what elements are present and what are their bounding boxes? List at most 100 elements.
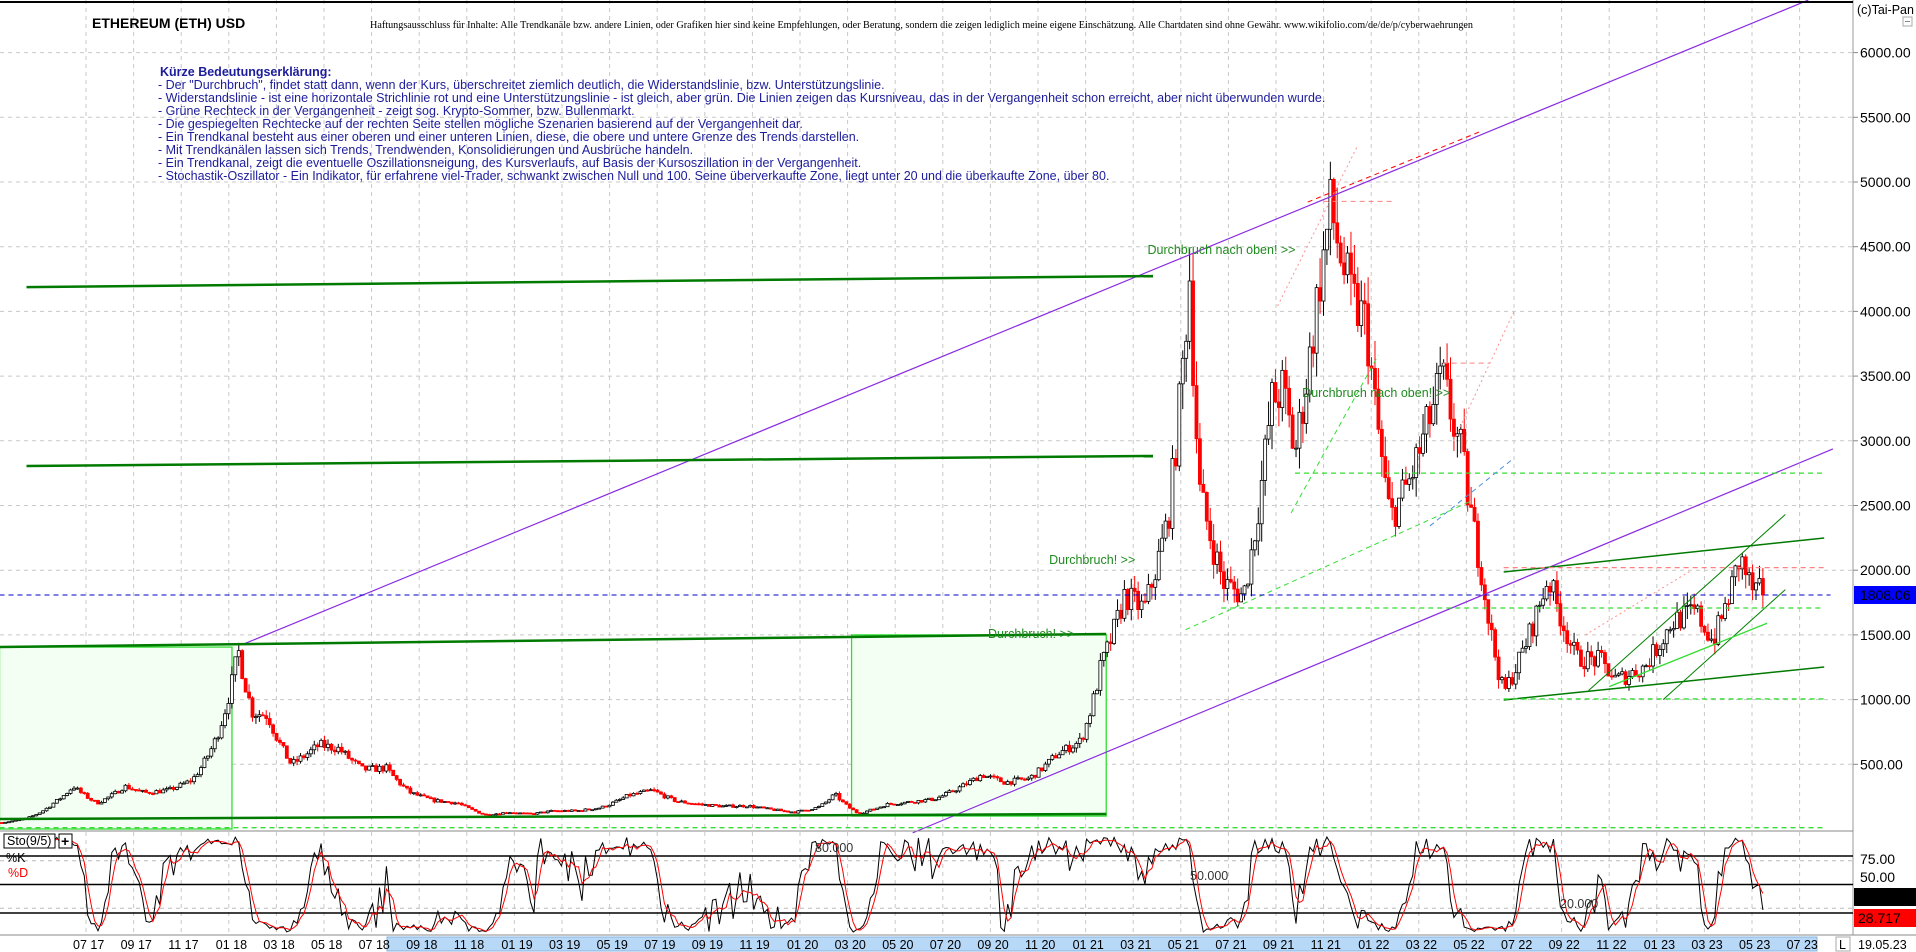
k-label: %K <box>6 851 26 865</box>
x-tick-label: 11 17 <box>168 938 198 952</box>
trend-line <box>26 454 1154 468</box>
candle <box>398 778 402 786</box>
x-tick-label: 05 18 <box>311 938 342 952</box>
candle <box>1208 520 1213 542</box>
k-last-value: 36.079 <box>1858 889 1901 905</box>
axis-mode-button[interactable] <box>1835 936 1851 952</box>
candle <box>264 715 269 719</box>
x-tick-label: 09 22 <box>1549 938 1580 952</box>
candle <box>1249 549 1254 585</box>
candle <box>1472 506 1477 522</box>
candle <box>504 812 509 815</box>
candle <box>538 811 543 814</box>
candle <box>789 811 794 814</box>
level-label-50: 50.000 <box>1190 869 1228 883</box>
candle <box>168 786 173 789</box>
x-tick-label: 07 18 <box>359 938 390 952</box>
candle <box>1300 411 1305 424</box>
candle <box>1246 583 1250 587</box>
candle <box>133 789 138 791</box>
candle <box>463 804 468 807</box>
candle <box>147 791 152 794</box>
candle <box>140 789 145 792</box>
candle <box>68 789 73 794</box>
candle <box>1321 249 1326 302</box>
candle <box>1187 280 1192 342</box>
candle <box>1026 777 1031 780</box>
stoch-axis-tick: 75.00 <box>1860 851 1895 867</box>
candle <box>1527 623 1532 647</box>
legend-line: - Widerstandslinie - ist eine horizontal… <box>158 91 1325 105</box>
candle <box>799 809 804 812</box>
candle <box>1088 715 1092 724</box>
candle <box>1548 585 1552 593</box>
candle <box>600 805 605 809</box>
candle <box>405 785 409 789</box>
candle <box>254 716 258 719</box>
candle <box>1493 629 1498 658</box>
legend-line: - Mit Trendkanälen lassen sich Trends, T… <box>158 143 693 157</box>
candle <box>1105 641 1110 653</box>
candle <box>669 795 674 798</box>
x-tick-label: 05 20 <box>882 938 913 952</box>
candle <box>614 799 619 803</box>
candle <box>113 790 118 795</box>
candle <box>1383 456 1388 479</box>
candle <box>580 810 584 812</box>
candle <box>1452 418 1456 437</box>
candle <box>786 810 790 813</box>
candle <box>1204 491 1209 522</box>
candle <box>628 794 632 797</box>
indicator-name: Sto(9/5) <box>7 834 51 848</box>
trend-line <box>1185 499 1473 631</box>
candle <box>1551 580 1556 593</box>
candle <box>569 809 574 812</box>
candle <box>1342 262 1346 276</box>
candle <box>1668 629 1673 632</box>
candle <box>796 810 801 814</box>
candle <box>710 804 715 807</box>
candle <box>1640 665 1645 678</box>
candle <box>44 807 49 812</box>
trend-line <box>1588 514 1786 691</box>
candle <box>1400 479 1405 499</box>
candle <box>1081 737 1086 740</box>
candle <box>542 811 547 814</box>
candle <box>631 793 636 797</box>
candle <box>1156 550 1161 581</box>
add-indicator-button[interactable] <box>58 833 73 849</box>
candle <box>1431 404 1436 425</box>
candle <box>1760 578 1765 596</box>
candle <box>92 799 97 802</box>
candle <box>1568 643 1573 646</box>
candle <box>1699 605 1703 627</box>
candle <box>672 797 677 802</box>
candle <box>926 797 931 800</box>
candle <box>1239 593 1244 603</box>
x-tick-label: 07 23 <box>1787 938 1818 952</box>
x-tick-label: 11 19 <box>739 938 769 952</box>
candle <box>1050 755 1055 760</box>
candle <box>727 804 732 807</box>
candle <box>1757 578 1762 584</box>
candle <box>1644 665 1649 668</box>
candle <box>1222 571 1226 589</box>
candle <box>1266 425 1271 440</box>
price-axis[interactable] <box>1853 0 1916 935</box>
candle <box>459 802 464 806</box>
candle <box>332 749 337 753</box>
candle <box>662 793 667 799</box>
indicator-label-box[interactable] <box>3 833 56 849</box>
candle <box>1273 382 1278 403</box>
d-label: %D <box>8 866 28 880</box>
candle <box>477 810 481 814</box>
candle <box>1053 755 1058 759</box>
candle <box>411 792 416 795</box>
candle <box>683 800 687 804</box>
x-tick-label: 11 18 <box>454 938 484 952</box>
candle <box>954 790 959 793</box>
time-scrollbar[interactable] <box>386 936 1818 952</box>
candle <box>175 786 179 790</box>
candle <box>635 793 639 795</box>
